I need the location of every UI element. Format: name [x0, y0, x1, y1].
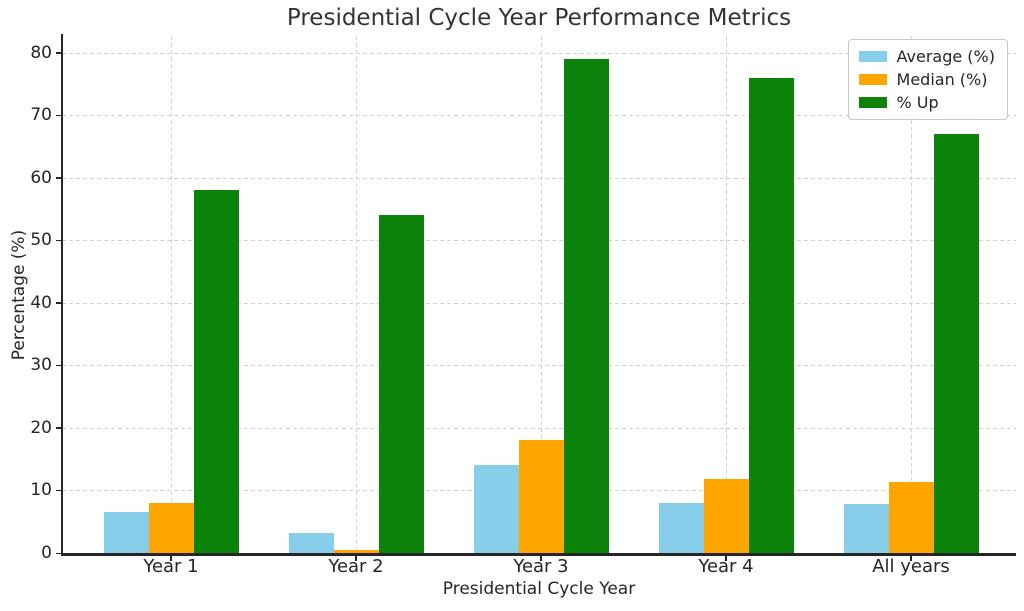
x-tick-label: All years [872, 556, 950, 577]
legend-label: Median (%) [896, 70, 988, 89]
y-tick-label: 70 [30, 105, 52, 126]
legend-swatch-icon [858, 74, 887, 85]
y-tick-mark [56, 239, 61, 242]
legend-label: % Up [896, 93, 939, 112]
gridline-vertical [356, 36, 357, 553]
y-tick-mark [56, 364, 61, 367]
gridline-horizontal [62, 52, 1016, 54]
x-axis-spine [62, 553, 1016, 556]
gridline-vertical [541, 36, 542, 553]
y-tick-mark [56, 302, 61, 304]
gridline-horizontal [62, 115, 1016, 117]
bar-up [748, 77, 794, 553]
gridline-horizontal [62, 365, 1016, 367]
y-tick-label: 40 [30, 292, 52, 313]
bar-average [658, 502, 704, 553]
legend-entry: % Up [858, 93, 995, 112]
legend-swatch-icon [858, 51, 887, 62]
y-tick-label: 0 [41, 543, 52, 563]
y-tick-mark [56, 114, 61, 117]
y-tick-label: 80 [30, 42, 52, 63]
x-tick-mark [355, 555, 357, 561]
bar-up [378, 215, 424, 553]
legend-entry: Average (%) [858, 47, 995, 66]
bar-average [288, 532, 334, 553]
x-tick-mark [725, 555, 727, 561]
chart-title: Presidential Cycle Year Performance Metr… [286, 5, 792, 31]
x-tick-mark [170, 555, 172, 561]
gridline-horizontal [62, 240, 1016, 242]
y-tick-mark [56, 552, 61, 554]
bar-up [193, 190, 239, 553]
y-tick-mark [56, 489, 61, 492]
gridline-horizontal [62, 302, 1016, 304]
gridline-vertical [171, 36, 172, 553]
y-tick-label: 50 [30, 230, 52, 251]
gridline-horizontal [62, 427, 1016, 429]
y-tick-mark [56, 427, 61, 429]
x-tick-label: Year 2 [328, 556, 384, 577]
y-axis-spine [61, 34, 63, 556]
x-axis-label: Presidential Cycle Year [442, 579, 636, 599]
y-tick-label: 10 [30, 480, 52, 501]
x-tick-mark [910, 555, 912, 561]
bar-up [563, 59, 609, 553]
bar-up [933, 134, 979, 553]
gridline-vertical [726, 36, 727, 553]
y-tick-label: 60 [30, 167, 52, 188]
bar-average [473, 465, 519, 553]
bar-median [333, 549, 379, 553]
bar-median [518, 440, 564, 553]
bar-average [843, 503, 889, 553]
y-tick-label: 20 [30, 417, 52, 438]
legend-label: Average (%) [896, 47, 995, 66]
x-tick-label: Year 4 [698, 556, 754, 577]
bar-average [103, 512, 149, 553]
bar-median [148, 502, 194, 553]
gridline-horizontal [62, 177, 1016, 179]
legend-entry: Median (%) [858, 70, 995, 89]
x-tick-label: Year 1 [143, 556, 199, 577]
y-tick-label: 30 [30, 355, 52, 376]
bar-median [703, 479, 749, 553]
y-tick-mark [56, 177, 61, 179]
y-tick-mark [56, 52, 61, 54]
x-tick-label: Year 3 [513, 556, 569, 577]
legend-swatch-icon [858, 97, 887, 108]
gridline-vertical [911, 36, 912, 553]
legend: Average (%) Median (%) % Up [847, 39, 1008, 120]
bar-median [888, 481, 934, 553]
x-tick-mark [540, 555, 542, 561]
